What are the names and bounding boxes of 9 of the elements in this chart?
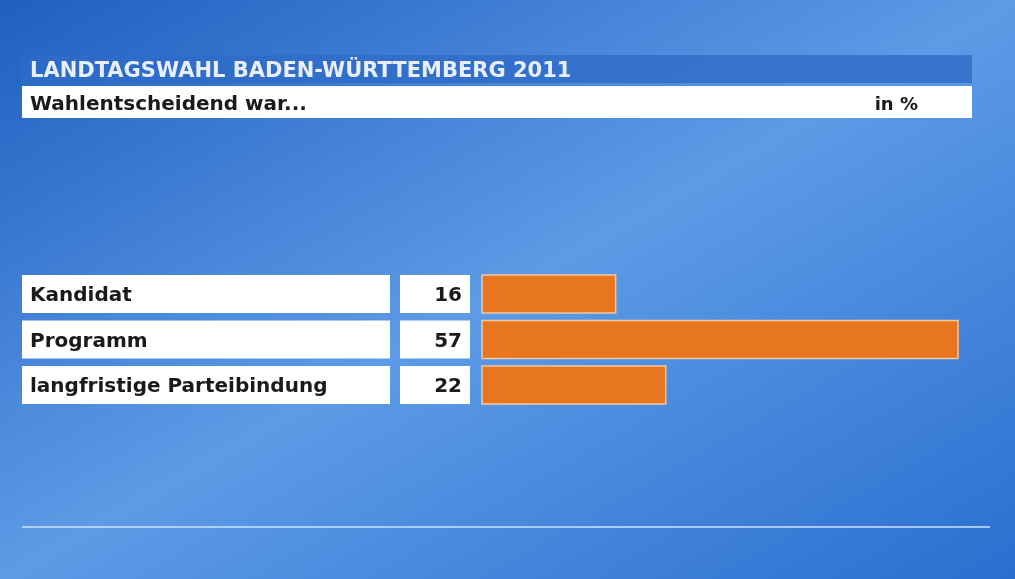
y-tick-label: Programm [30, 327, 148, 352]
data-label: 16 [434, 282, 462, 306]
text: Wahlentscheidend war... [30, 91, 307, 115]
y-tick-label: Kandidat [30, 282, 133, 306]
data-label: 57 [434, 327, 462, 352]
text: in % [874, 93, 918, 114]
y-tick-label: langfristige Parteibindung [30, 373, 328, 397]
text: LANDTAGSWAHL BADEN-WÜRTTEMBERG 2011 [30, 57, 572, 82]
data-label: 22 [434, 373, 462, 397]
